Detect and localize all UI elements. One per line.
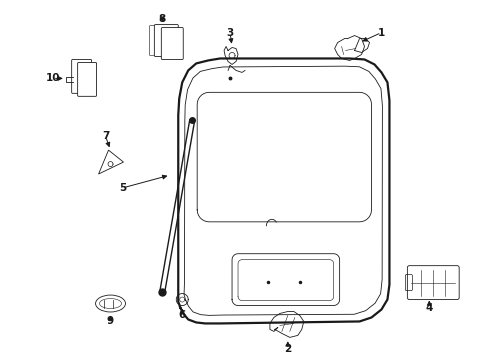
FancyBboxPatch shape — [154, 24, 178, 57]
Text: 8: 8 — [159, 14, 165, 24]
Text: 6: 6 — [178, 310, 185, 320]
Text: 4: 4 — [425, 302, 432, 312]
Text: 10: 10 — [45, 73, 60, 84]
Text: 2: 2 — [284, 345, 291, 354]
Text: 9: 9 — [107, 316, 114, 327]
FancyBboxPatch shape — [78, 62, 96, 96]
FancyBboxPatch shape — [72, 59, 91, 93]
Text: 3: 3 — [226, 28, 233, 37]
FancyBboxPatch shape — [149, 26, 166, 55]
Ellipse shape — [95, 295, 125, 312]
FancyBboxPatch shape — [161, 28, 183, 59]
Text: 7: 7 — [102, 131, 109, 141]
Polygon shape — [99, 150, 123, 174]
Text: 5: 5 — [119, 183, 126, 193]
Text: 1: 1 — [377, 28, 385, 37]
